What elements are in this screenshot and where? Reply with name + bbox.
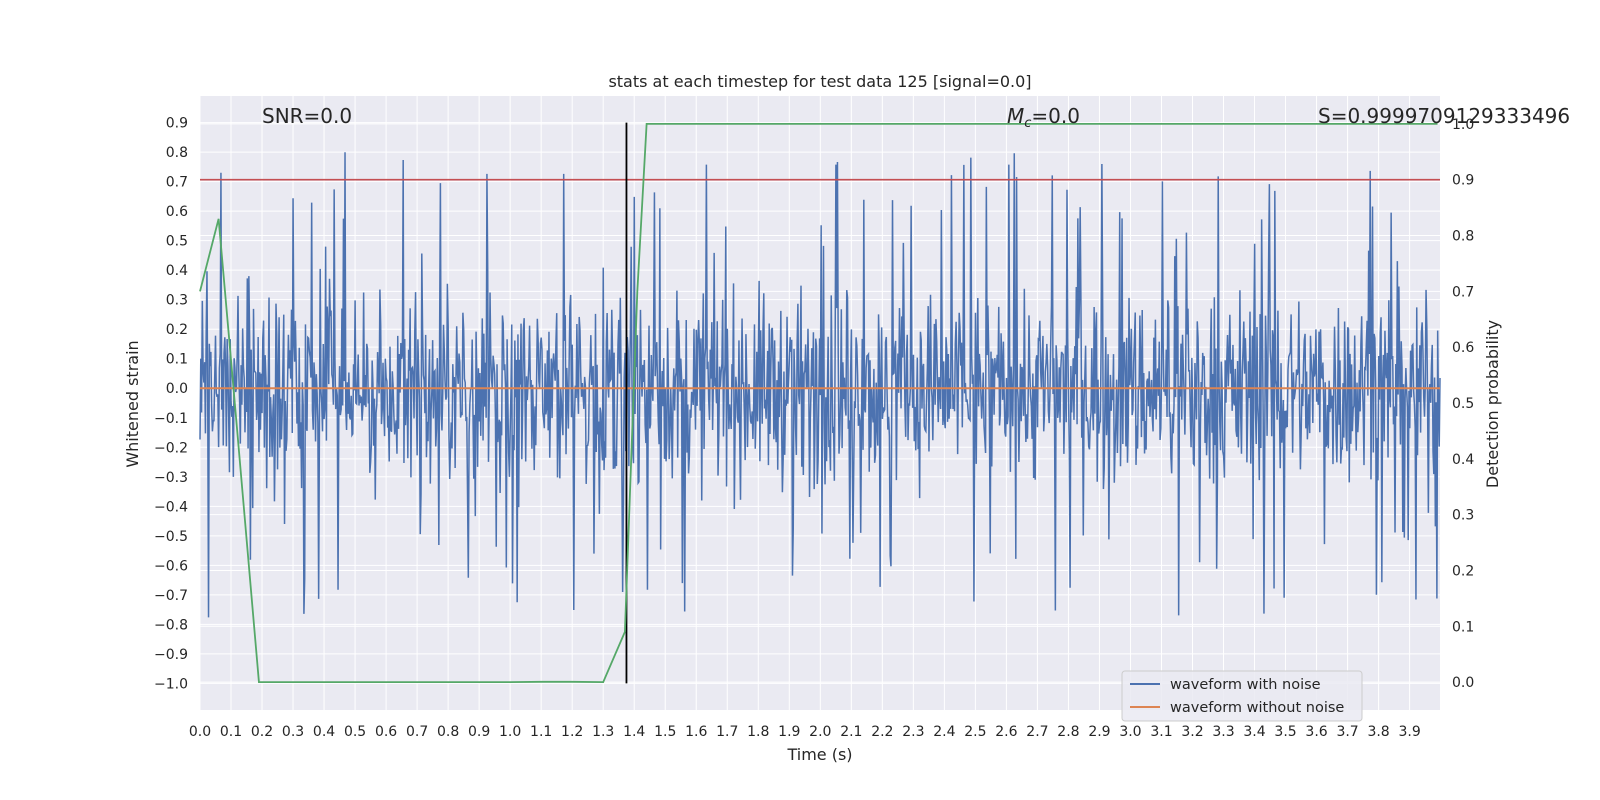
x-tick-label: 2.2 <box>871 724 893 740</box>
y-right-tick-label: 0.7 <box>1452 284 1474 300</box>
y-right-tick-label: 0.1 <box>1452 619 1474 635</box>
y-tick-label: 0.6 <box>166 204 188 220</box>
tick-labels: 0.0 0.1 0.2 0.3 0.4 0.5 0.6 0.7 0.8 0.9 1.0 1.1 1.2 1… <box>154 116 1474 740</box>
x-tick-label: 0.0 <box>189 724 211 740</box>
x-tick-label: 1.1 <box>530 724 552 740</box>
x-tick-label: 3.7 <box>1336 724 1358 740</box>
y-tick-label: 0.8 <box>166 145 188 161</box>
y-tick-label: −0.6 <box>154 558 188 574</box>
x-tick-label: 3.1 <box>1150 724 1172 740</box>
snr-annotation: SNR=0.0 <box>262 104 352 128</box>
y-right-tick-label: 0.5 <box>1452 396 1474 412</box>
chirp-mass-symbol: M <box>1007 104 1024 128</box>
y-tick-label: 0.9 <box>166 116 188 132</box>
legend-label-clean: waveform without noise <box>1170 700 1344 716</box>
x-tick-label: 1.2 <box>561 724 583 740</box>
y-tick-label: 0.5 <box>166 234 188 250</box>
y-tick-label: −0.1 <box>154 411 188 427</box>
y-tick-label: −0.2 <box>154 440 188 456</box>
y-tick-label: −0.9 <box>154 647 188 663</box>
chirp-mass-annotation: Mc=0.0 <box>1007 104 1080 131</box>
x-tick-label: 0.6 <box>375 724 397 740</box>
x-tick-label: 0.1 <box>220 724 242 740</box>
y-axis-label: Whitened strain <box>123 340 142 467</box>
detection-probability-line <box>199 123 1438 683</box>
s-annotation: S=0.9999709129333496 <box>1318 104 1570 128</box>
y-tick-label: 0.2 <box>166 322 188 338</box>
y-tick-label: 0.3 <box>166 293 188 309</box>
x-tick-label: 1.0 <box>499 724 521 740</box>
chirp-mass-value: =0.0 <box>1031 104 1080 128</box>
x-tick-label: 1.8 <box>747 724 769 740</box>
x-tick-label: 2.5 <box>964 724 986 740</box>
y-tick-label: −1.0 <box>154 676 188 692</box>
x-tick-label: 3.6 <box>1305 724 1327 740</box>
x-tick-label: 1.3 <box>592 724 614 740</box>
legend: waveform with noise waveform without noi… <box>1121 670 1363 722</box>
y-right-tick-label: 0.2 <box>1452 563 1474 579</box>
x-tick-label: 0.2 <box>251 724 273 740</box>
series-detection-probability <box>199 122 1440 684</box>
x-tick-label: 0.5 <box>344 724 366 740</box>
x-tick-label: 3.2 <box>1181 724 1203 740</box>
x-tick-label: 2.4 <box>933 724 955 740</box>
x-tick-label: 2.6 <box>995 724 1017 740</box>
y-right-tick-label: 1.0 <box>1452 117 1474 133</box>
x-tick-label: 3.9 <box>1398 724 1420 740</box>
x-tick-label: 0.9 <box>468 724 490 740</box>
x-tick-label: 0.8 <box>437 724 459 740</box>
x-tick-label: 3.3 <box>1212 724 1234 740</box>
x-tick-label: 2.3 <box>902 724 924 740</box>
noise-trace <box>199 152 1441 618</box>
x-tick-label: 1.7 <box>716 724 738 740</box>
legend-box <box>1121 670 1363 722</box>
x-tick-label: 3.8 <box>1367 724 1389 740</box>
x-tick-label: 3.5 <box>1274 724 1296 740</box>
x-tick-label: 1.9 <box>778 724 800 740</box>
chart-title: stats at each timestep for test data 125… <box>608 72 1031 91</box>
y-right-tick-label: 0.6 <box>1452 340 1474 356</box>
y-right-tick-label: 0.4 <box>1452 452 1474 468</box>
y-tick-label: 0.0 <box>166 381 188 397</box>
y-tick-label: 0.4 <box>166 263 188 279</box>
x-tick-label: 0.7 <box>406 724 428 740</box>
y-tick-label: −0.7 <box>154 588 188 604</box>
x-tick-label: 0.4 <box>313 724 335 740</box>
y-tick-label: −0.4 <box>154 499 188 515</box>
x-tick-label: 1.4 <box>623 724 645 740</box>
x-tick-label: 3.0 <box>1119 724 1141 740</box>
x-tick-label: 2.9 <box>1088 724 1110 740</box>
y-right-tick-label: 0.0 <box>1452 675 1474 691</box>
legend-label-noise: waveform with noise <box>1170 677 1321 693</box>
x-tick-label: 2.0 <box>809 724 831 740</box>
y-tick-label: −0.8 <box>154 617 188 633</box>
y-tick-label: −0.3 <box>154 470 188 486</box>
y-tick-label: 0.1 <box>166 352 188 368</box>
chirp-mass-subscript: c <box>1024 116 1031 131</box>
x-tick-label: 2.1 <box>840 724 862 740</box>
x-tick-label: 2.8 <box>1057 724 1079 740</box>
y-tick-label: 0.7 <box>166 175 188 191</box>
y-right-tick-label: 0.8 <box>1452 229 1474 245</box>
x-tick-label: 2.7 <box>1026 724 1048 740</box>
y-right-axis-label: Detection probability <box>1483 320 1502 488</box>
y-right-tick-label: 0.9 <box>1452 173 1474 189</box>
x-tick-label: 0.3 <box>282 724 304 740</box>
y-right-tick-label: 0.3 <box>1452 508 1474 524</box>
y-tick-label: −0.5 <box>154 529 188 545</box>
x-axis-label: Time (s) <box>786 745 852 764</box>
x-tick-label: 1.6 <box>685 724 707 740</box>
x-tick-label: 1.5 <box>654 724 676 740</box>
series-waveform-with-noise <box>199 152 1441 618</box>
x-tick-label: 3.4 <box>1243 724 1265 740</box>
